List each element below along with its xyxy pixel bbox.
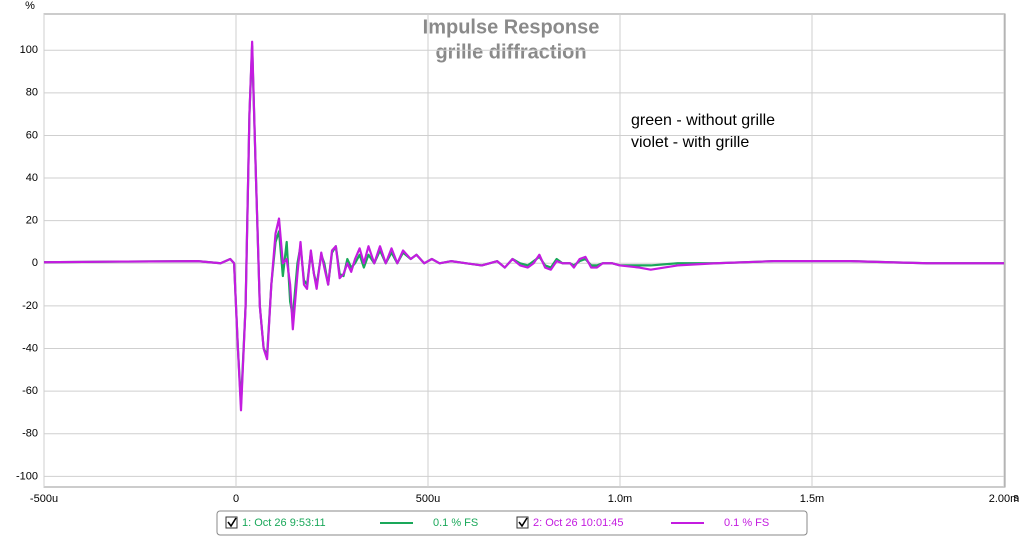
annotation: green - without grille [631, 112, 775, 129]
y-tick-label: 100 [20, 44, 38, 56]
x-tick-label: 2.00m [989, 493, 1020, 505]
legend-label: 1: Oct 26 9:53:11 [242, 517, 326, 529]
legend-checkbox[interactable] [225, 516, 238, 529]
y-tick-label: -80 [22, 428, 38, 440]
chart-title: Impulse Response [423, 16, 600, 38]
legend [216, 510, 808, 536]
x-tick-label: 1.0m [608, 493, 632, 505]
y-tick-label: -20 [22, 300, 38, 312]
legend-checkbox[interactable] [516, 516, 529, 529]
y-tick-label: 40 [26, 172, 38, 184]
checkmark [227, 517, 237, 528]
x-tick-label: 1.5m [800, 493, 824, 505]
legend-label: 2: Oct 26 10:01:45 [533, 517, 624, 529]
data-line [43, 40, 1004, 412]
y-tick-label: 0 [32, 257, 38, 269]
x-tick-label: -500u [30, 493, 58, 505]
chart-subtitle: grille diffraction [435, 41, 586, 63]
y-tick-label: 20 [26, 215, 38, 227]
x-tick-label: 0 [233, 493, 239, 505]
annotation: violet - with grille [631, 134, 749, 151]
legend-scale: 0.1 % FS [433, 517, 478, 529]
x-tick-label: 500u [416, 493, 440, 505]
y-tick-label: -40 [22, 342, 38, 354]
y-tick-label: -60 [22, 385, 38, 397]
legend-scale: 0.1 % FS [724, 517, 769, 529]
y-tick-label: 80 [26, 87, 38, 99]
y-tick-label: 60 [26, 129, 38, 141]
y-axis-label: % [25, 0, 35, 12]
y-tick-label: -100 [16, 470, 38, 482]
plot-frame [43, 13, 1006, 488]
checkmark [518, 517, 528, 528]
x-axis-unit: s [1013, 492, 1019, 504]
